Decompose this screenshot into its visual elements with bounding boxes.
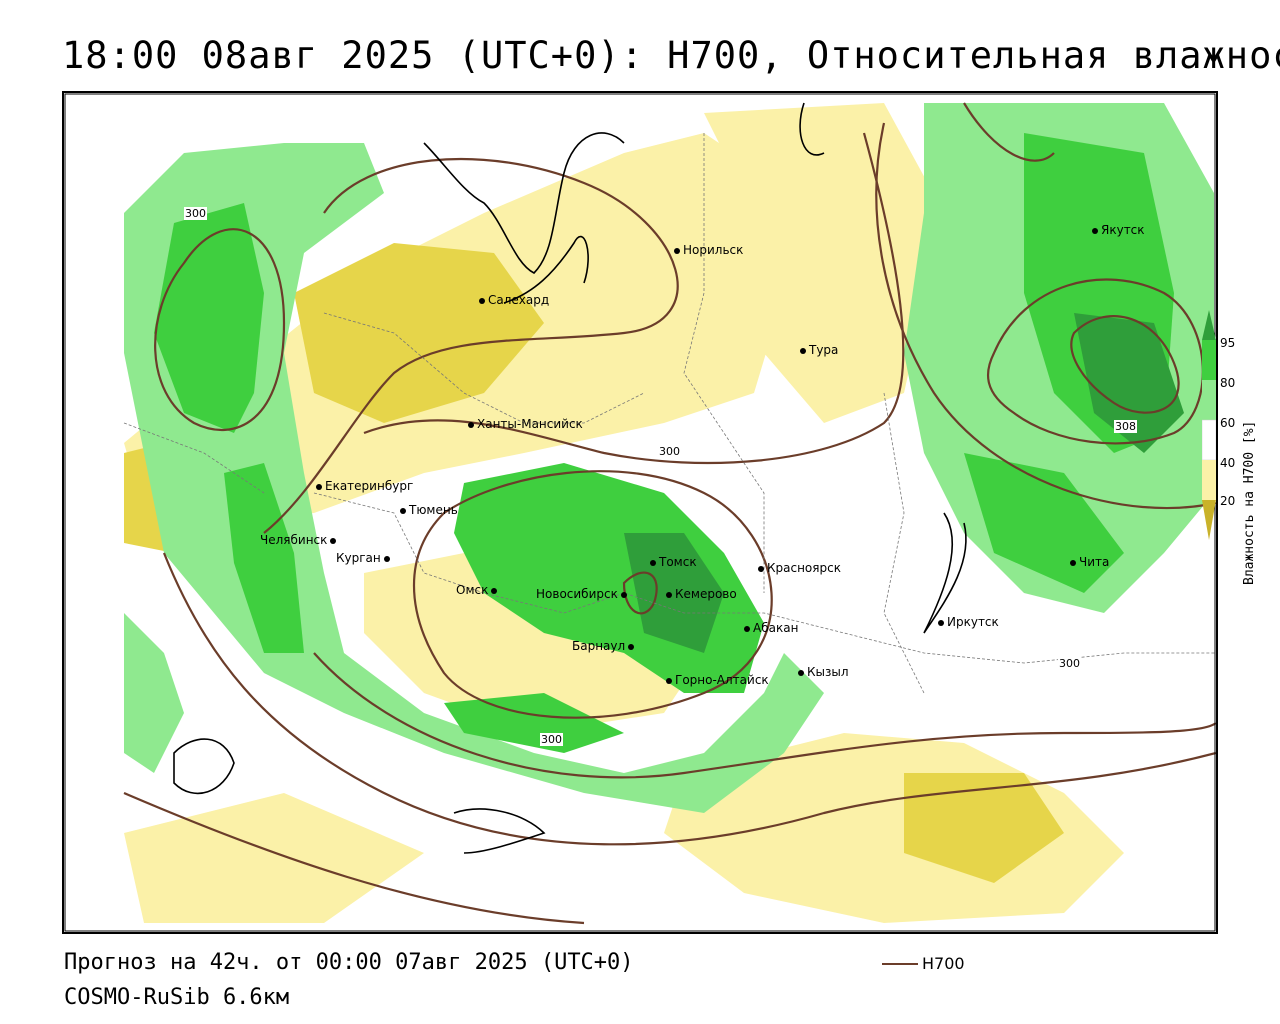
city-krasnoyarsk: Красноярск xyxy=(758,561,841,575)
city-novosibirsk: Новосибирск xyxy=(536,587,630,601)
city-dot xyxy=(468,421,474,428)
city-omsk: Омск xyxy=(456,583,500,597)
city-label: Якутск xyxy=(1101,223,1145,237)
city-dot xyxy=(666,677,672,684)
city-label: Тура xyxy=(809,343,839,357)
city-dot xyxy=(383,555,390,562)
map-title: 18:00 08авг 2025 (UTC+0): H700, Относите… xyxy=(62,34,1280,77)
city-dot xyxy=(744,625,750,632)
city-dot xyxy=(400,507,406,514)
city-dot xyxy=(758,565,764,572)
colorbar-tick: 20 xyxy=(1220,494,1236,508)
colorbar-tick: 40 xyxy=(1220,456,1236,470)
city-dot xyxy=(666,591,672,598)
city-label: Норильск xyxy=(683,243,744,257)
city-tomsk: Томск xyxy=(650,555,697,569)
colorbar xyxy=(1202,310,1216,540)
city-kurgan: Курган xyxy=(336,551,393,565)
map-field xyxy=(64,93,1216,932)
city-label: Абакан xyxy=(753,621,799,635)
city-dot xyxy=(491,587,498,594)
contour-label: 300 xyxy=(658,445,681,458)
city-kemerovo: Кемерово xyxy=(666,587,737,601)
city-label: Барнаул xyxy=(572,639,626,653)
h700-legend-line xyxy=(882,963,918,965)
city-dot xyxy=(674,247,680,254)
city-label: Иркутск xyxy=(947,615,999,629)
humidity-map: 300 300 300 300 308 Норильск Салехард Ту… xyxy=(62,91,1218,934)
city-label: Тюмень xyxy=(409,503,458,517)
city-gorno-altaysk: Горно-Алтайск xyxy=(666,673,769,687)
city-label: Челябинск xyxy=(260,533,328,547)
model-name: COSMO-RuSib 6.6км xyxy=(64,985,290,1010)
city-yakutsk: Якутск xyxy=(1092,223,1145,237)
h700-legend-label: H700 xyxy=(922,954,965,973)
city-label: Чита xyxy=(1079,555,1110,569)
city-dot xyxy=(620,591,627,598)
city-label: Салехард xyxy=(488,293,550,307)
city-dot xyxy=(1070,559,1076,566)
colorbar-title: Влажность на H700 [%] xyxy=(1242,420,1257,585)
city-dot xyxy=(628,643,635,650)
colorbar-tick: 95 xyxy=(1220,336,1236,350)
city-abakan: Абакан xyxy=(744,621,798,635)
colorbar-tick: 60 xyxy=(1220,416,1236,430)
contour-label: 300 xyxy=(540,733,563,746)
city-ekaterinburg: Екатеринбург xyxy=(316,479,413,493)
city-kyzyl: Кызыл xyxy=(798,665,849,679)
city-dot xyxy=(798,669,804,676)
city-irkutsk: Иркутск xyxy=(938,615,999,629)
city-dot xyxy=(800,347,806,354)
city-label: Горно-Алтайск xyxy=(675,673,769,687)
city-khanty-mansiysk: Ханты-Мансийск xyxy=(468,417,583,431)
city-chita: Чита xyxy=(1070,555,1109,569)
city-dot xyxy=(316,483,322,490)
contour-label: 300 xyxy=(184,207,207,220)
city-dot xyxy=(330,537,337,544)
city-tura: Тура xyxy=(800,343,838,357)
city-chelyabinsk: Челябинск xyxy=(260,533,339,547)
city-salekhard: Салехард xyxy=(479,293,549,307)
city-label: Кемерово xyxy=(675,587,737,601)
city-label: Кызыл xyxy=(807,665,849,679)
city-tyumen: Тюмень xyxy=(400,503,458,517)
city-label: Красноярск xyxy=(767,561,841,575)
city-norilsk: Норильск xyxy=(674,243,743,257)
colorbar-gradient xyxy=(1202,310,1216,540)
colorbar-tick: 80 xyxy=(1220,376,1236,390)
city-dot xyxy=(479,297,485,304)
city-dot xyxy=(650,559,656,566)
city-dot xyxy=(938,619,944,626)
contour-label: 300 xyxy=(1058,657,1081,670)
city-label: Курган xyxy=(336,551,381,565)
city-dot xyxy=(1092,227,1098,234)
forecast-info: Прогноз на 42ч. от 00:00 07авг 2025 (UTC… xyxy=(64,950,634,975)
city-label: Екатеринбург xyxy=(325,479,414,493)
contour-label: 308 xyxy=(1114,420,1137,433)
city-barnaul: Барнаул xyxy=(572,639,637,653)
city-label: Омск xyxy=(456,583,489,597)
city-label: Ханты-Мансийск xyxy=(477,417,583,431)
city-label: Томск xyxy=(659,555,697,569)
city-label: Новосибирск xyxy=(536,587,618,601)
